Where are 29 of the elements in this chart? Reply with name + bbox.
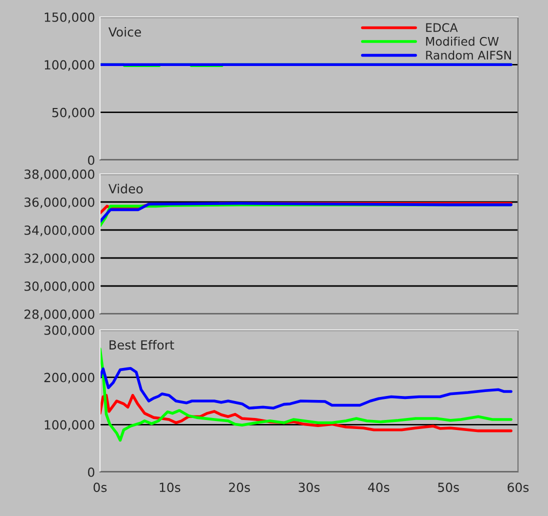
x-tick-label: 10s	[160, 482, 180, 492]
y-tick-label: 36,000,000	[24, 197, 94, 208]
x-tick-label: 20s	[229, 482, 250, 492]
text: Video	[108, 184, 143, 194]
line-series	[100, 366, 512, 410]
text: Best Effort	[110, 340, 174, 350]
x-tick-label: 30s	[298, 482, 320, 492]
text: Voice	[108, 27, 141, 37]
y-tick-label: 100,000	[44, 60, 94, 71]
y-tick-label: 150,000	[44, 12, 94, 24]
y-tick-label: 100,000	[44, 420, 94, 431]
y-tick-label: 300,000	[44, 325, 94, 336]
y-tick-label: 0	[88, 467, 94, 477]
y-tick-label: 50,000	[52, 108, 94, 119]
y-tick-label: 32,000,000	[24, 253, 94, 264]
y-tick-label: 30,000,000	[24, 281, 94, 292]
y-tick-label: 0	[88, 155, 94, 165]
x-tick-label: 0s	[94, 482, 107, 492]
legend-label: Random AIFSN	[426, 50, 511, 60]
y-tick-label: 28,000,000	[24, 309, 94, 320]
legend-label: EDCA	[426, 23, 458, 32]
line-series	[100, 202, 512, 223]
x-tick-label: 60s	[508, 482, 529, 492]
legend-label: Modified CW	[426, 36, 499, 46]
x-tick-label: 40s	[368, 482, 390, 492]
y-tick-label: 200,000	[44, 372, 94, 384]
y-tick-label: 38,000,000	[24, 169, 94, 180]
x-tick-label: 50s	[438, 482, 459, 492]
y-tick-label: 34,000,000	[24, 225, 94, 236]
